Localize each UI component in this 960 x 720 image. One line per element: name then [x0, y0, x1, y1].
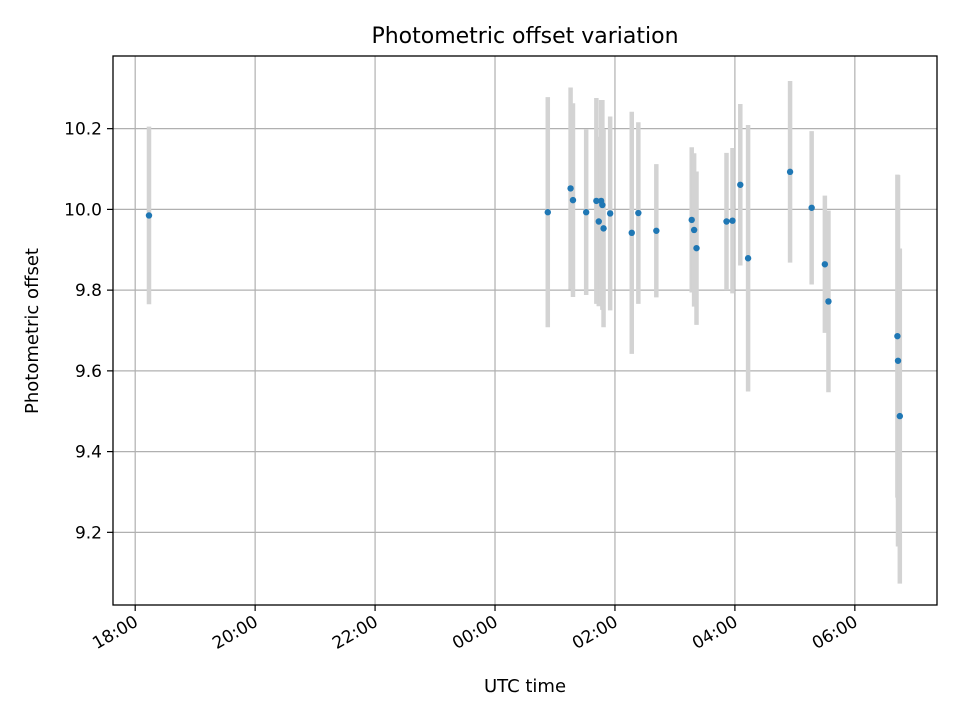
chart-title: Photometric offset variation: [371, 24, 678, 49]
data-point: [894, 332, 901, 340]
data-point: [593, 197, 600, 205]
y-tick-label: 10.0: [64, 200, 102, 220]
data-point: [896, 412, 904, 420]
data-point: [693, 244, 700, 252]
data-point: [635, 209, 642, 217]
y-tick-label: 9.4: [75, 443, 102, 463]
data-point: [599, 201, 606, 209]
data-point: [653, 227, 660, 234]
y-tick-label: 9.2: [75, 523, 102, 543]
data-point: [737, 181, 744, 188]
y-tick-label: 10.2: [64, 120, 102, 140]
data-point: [595, 218, 602, 225]
data-point: [569, 196, 577, 204]
y-tick-label: 9.8: [75, 281, 102, 301]
data-point: [567, 185, 574, 192]
data-point: [145, 212, 153, 219]
data-point: [688, 216, 695, 224]
data-point: [690, 226, 698, 234]
data-point: [808, 204, 815, 211]
y-tick-label: 9.6: [75, 362, 102, 382]
data-point: [894, 357, 902, 364]
data-point: [744, 255, 752, 262]
plot-frame: [112, 55, 938, 606]
data-point: [544, 209, 551, 216]
grid: [113, 56, 937, 605]
data-point: [723, 218, 730, 225]
y-axis-label: Photometric offset: [22, 248, 43, 414]
data-point: [825, 298, 832, 305]
x-axis-label: UTC time: [484, 676, 566, 697]
data-point: [628, 229, 635, 237]
data-points: [145, 168, 904, 420]
data-point: [606, 210, 614, 217]
data-point: [821, 261, 829, 268]
data-point: [729, 217, 736, 224]
data-point: [786, 168, 794, 176]
data-point: [582, 209, 590, 216]
data-point: [600, 225, 607, 232]
y-axis-ticks: 9.2 9.4 9.6 9.8 10.0 10.2: [64, 120, 113, 543]
